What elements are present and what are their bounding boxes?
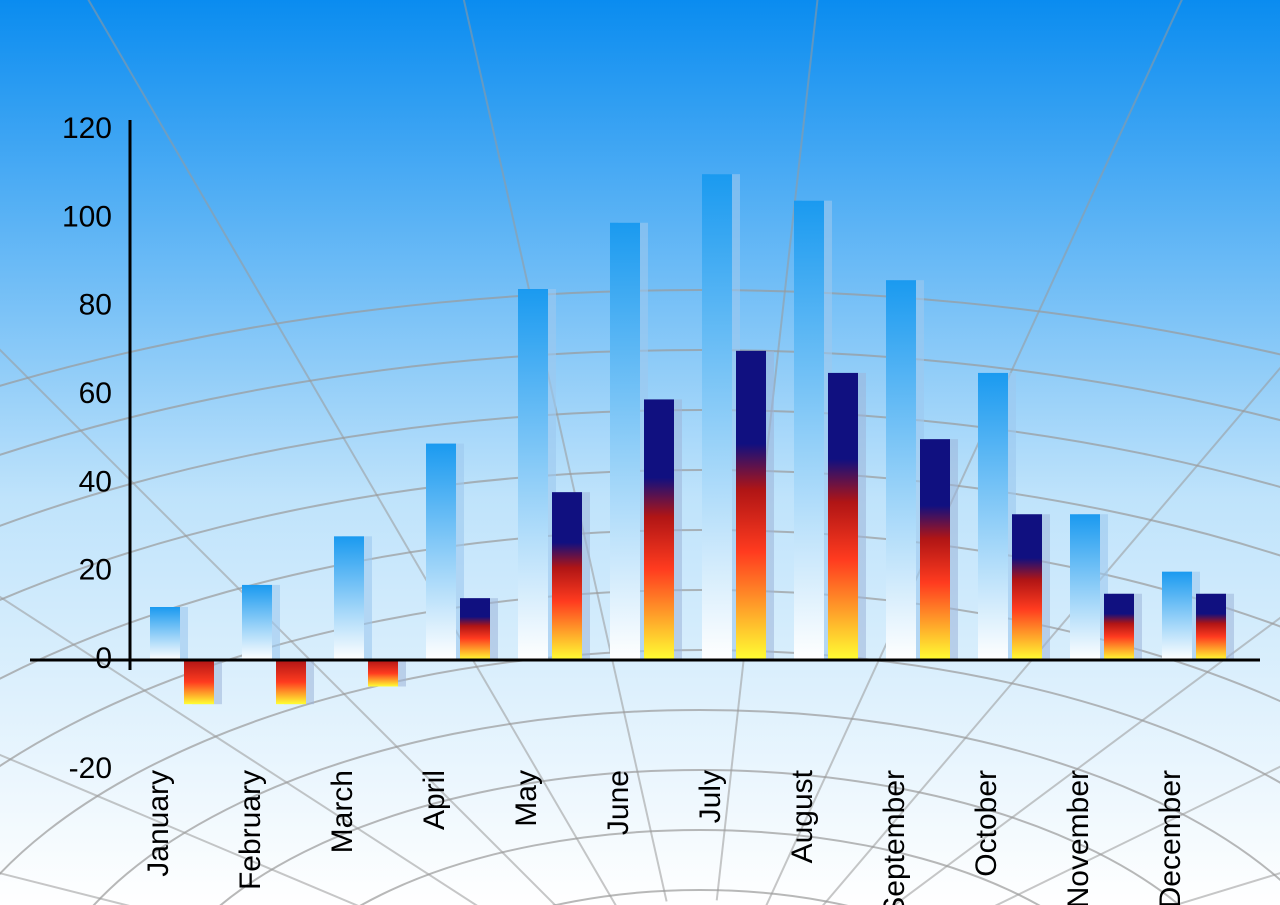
bar-series-b [1012, 514, 1042, 660]
bar-series-a [150, 607, 180, 660]
bar-series-a [702, 174, 732, 660]
bar-series-b [736, 351, 766, 660]
bar-series-b [644, 399, 674, 660]
bar-series-a [334, 536, 364, 660]
y-tick-label: 120 [62, 112, 112, 145]
chart-container: -20 0 20 40 60 80 100 120 January February March A… [0, 0, 1280, 905]
x-tick-label: April [418, 770, 451, 830]
bar-series-b [1196, 594, 1226, 660]
bar-series-b [828, 373, 858, 660]
bar-series-b [1104, 594, 1134, 660]
y-tick-label: 100 [62, 200, 112, 233]
y-tick-label: -20 [69, 752, 112, 785]
y-tick-label: 0 [95, 642, 112, 675]
bar-series-a [978, 373, 1008, 660]
bar-series-a [794, 201, 824, 660]
y-tick-label: 40 [79, 465, 112, 498]
bar-series-b [552, 492, 582, 660]
bar-series-b [184, 660, 214, 704]
bar-series-a [1162, 572, 1192, 660]
bar-series-a [610, 223, 640, 660]
x-tick-label: October [970, 770, 1003, 877]
bar-series-b [460, 598, 490, 660]
bar-series-b [276, 660, 306, 704]
x-tick-label: September [878, 770, 911, 905]
x-tick-label: August [786, 769, 819, 863]
y-tick-label: 20 [79, 554, 112, 587]
x-tick-label: January [142, 770, 175, 877]
x-tick-label: December [1154, 770, 1187, 905]
y-tick-label: 80 [79, 289, 112, 322]
x-tick-label: June [602, 770, 635, 835]
x-tick-label: July [694, 770, 727, 823]
bar-series-a [518, 289, 548, 660]
x-tick-label: November [1062, 770, 1095, 905]
x-tick-label: May [510, 770, 543, 827]
y-tick-label: 60 [79, 377, 112, 410]
bar-series-b [368, 660, 398, 687]
bar-series-a [1070, 514, 1100, 660]
x-tick-label: February [234, 770, 267, 890]
bar-series-a [886, 280, 916, 660]
bar-series-b [920, 439, 950, 660]
bar-series-a [242, 585, 272, 660]
x-tick-label: March [326, 770, 359, 853]
monthly-bar-chart: -20 0 20 40 60 80 100 120 January February March A… [0, 0, 1280, 905]
bar-series-a [426, 444, 456, 660]
